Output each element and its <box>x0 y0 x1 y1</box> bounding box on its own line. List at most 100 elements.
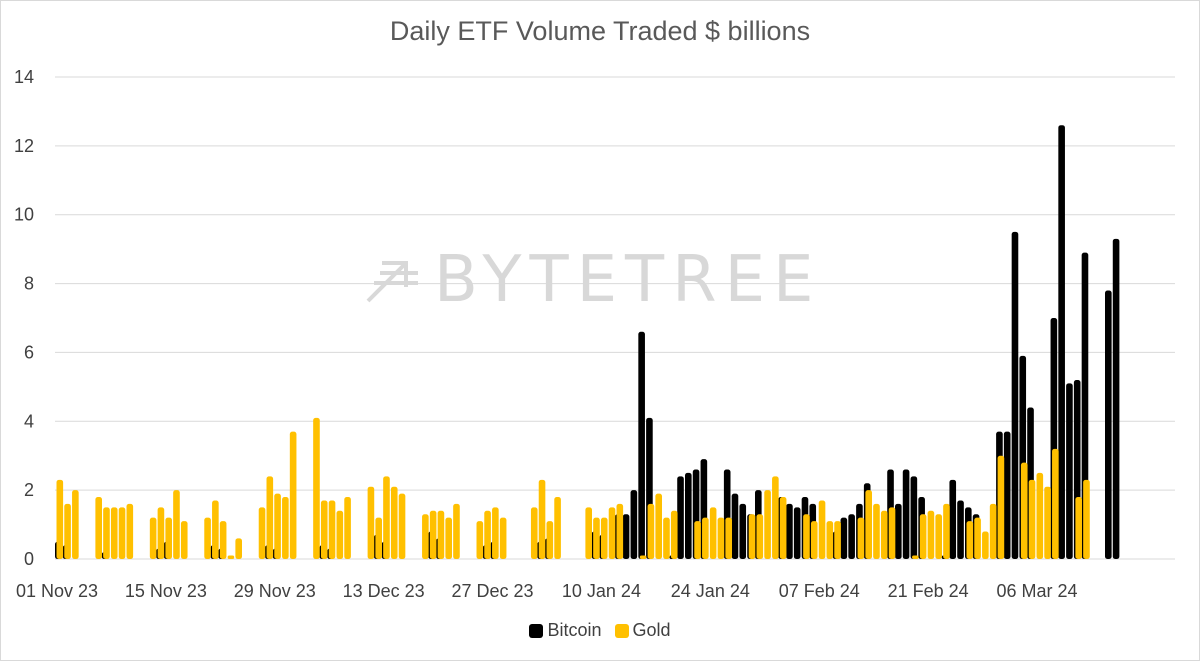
legend-item-gold: Gold <box>614 620 671 641</box>
bar-bitcoin <box>949 479 957 559</box>
bar-gold <box>880 510 888 559</box>
x-axis-ticks: 01 Nov 23 15 Nov 23 29 Nov 23 13 Dec 23 27 D… <box>16 581 1078 601</box>
bytetree-watermark: BYTETREE <box>366 243 821 317</box>
bar-gold <box>484 510 491 559</box>
bar-gold <box>258 507 266 559</box>
bar-gold <box>616 503 624 559</box>
bar-bitcoin <box>786 503 793 559</box>
bar-gold <box>647 503 655 559</box>
bar-gold <box>974 517 981 559</box>
bar-gold <box>1052 448 1059 559</box>
bar-bitcoin <box>622 514 630 559</box>
bar-gold <box>235 538 242 559</box>
bar-gold <box>538 479 546 559</box>
bar-gold <box>126 503 134 559</box>
watermark-text: BYTETREE <box>434 243 822 317</box>
legend-swatch-bitcoin <box>529 623 544 638</box>
bar-gold <box>320 500 328 559</box>
chart-title: Daily ETF Volume Traded $ billions <box>389 16 811 46</box>
y-tick-label: 12 <box>14 136 34 156</box>
y-tick-label: 2 <box>24 480 34 500</box>
bar-gold <box>429 510 437 559</box>
bar-gold <box>639 555 647 559</box>
bar-gold <box>834 521 841 559</box>
y-tick-label: 6 <box>24 342 34 362</box>
bar-gold <box>943 503 950 559</box>
x-tick-label: 24 Jan 24 <box>671 581 750 601</box>
bar-bitcoin <box>1066 383 1073 559</box>
bar-gold <box>336 510 344 559</box>
bar-gold <box>966 521 974 559</box>
bar-gold <box>1075 497 1082 559</box>
bar-gold <box>873 503 880 559</box>
bar-gold <box>274 493 281 559</box>
bar-bitcoin <box>630 490 638 559</box>
bar-gold <box>289 431 297 559</box>
bar-gold <box>997 455 1005 559</box>
bar-gold <box>282 497 289 559</box>
bar-gold <box>803 514 810 559</box>
series-gold <box>56 417 1090 559</box>
bar-gold <box>756 514 764 559</box>
x-tick-label: 27 Dec 23 <box>452 581 534 601</box>
bar-gold <box>437 510 445 559</box>
bar-bitcoin <box>793 507 801 559</box>
x-tick-label: 29 Nov 23 <box>234 581 316 601</box>
bar-bitcoin <box>1105 290 1112 559</box>
bar-gold <box>764 490 771 559</box>
bar-gold <box>1044 486 1051 559</box>
legend-label-bitcoin: Bitcoin <box>547 620 602 640</box>
bar-gold <box>56 479 64 559</box>
bar-gold <box>103 507 110 559</box>
bar-gold <box>328 500 336 559</box>
bar-gold <box>180 521 188 559</box>
bar-bitcoin <box>1058 125 1065 559</box>
bar-gold <box>165 517 172 559</box>
bar-gold <box>772 476 779 559</box>
bar-gold <box>608 507 616 559</box>
bar-bitcoin <box>902 469 910 559</box>
bar-gold <box>367 486 375 559</box>
bar-bitcoin <box>1003 431 1011 559</box>
bar-gold <box>157 507 165 559</box>
y-tick-label: 8 <box>24 274 34 294</box>
x-tick-label: 01 Nov 23 <box>16 581 98 601</box>
bar-gold <box>149 517 157 559</box>
bar-gold <box>865 490 872 559</box>
bar-gold <box>670 510 678 559</box>
x-tick-label: 15 Nov 23 <box>125 581 207 601</box>
bar-bitcoin <box>840 517 848 559</box>
bar-gold <box>1036 472 1044 559</box>
bar-bitcoin <box>1112 238 1120 560</box>
bar-gold <box>585 507 592 559</box>
bar-gold <box>982 531 989 559</box>
x-tick-label: 13 Dec 23 <box>343 581 425 601</box>
bar-gold <box>554 497 561 559</box>
bar-gold <box>663 517 670 559</box>
bar-gold <box>1028 479 1036 559</box>
legend-swatch-gold <box>614 623 629 638</box>
bar-gold <box>709 507 717 559</box>
bar-gold <box>227 555 235 559</box>
arrow-logo-icon <box>366 261 418 303</box>
bar-gold <box>927 510 935 559</box>
bar-gold <box>725 517 732 559</box>
legend: Bitcoin Gold <box>0 620 1200 643</box>
bar-gold <box>810 521 818 559</box>
bar-gold <box>219 521 227 559</box>
y-axis-ticks: 0 2 4 6 8 10 12 14 <box>14 67 34 569</box>
bar-gold <box>888 507 896 559</box>
y-tick-label: 10 <box>14 205 34 225</box>
x-tick-label: 07 Feb 24 <box>779 581 860 601</box>
legend-item-bitcoin: Bitcoin <box>529 620 601 641</box>
bar-gold <box>313 417 320 559</box>
bar-gold <box>818 500 826 559</box>
x-tick-label: 10 Jan 24 <box>562 581 641 601</box>
bar-gold <box>1083 479 1090 559</box>
bar-gold <box>453 503 460 559</box>
bar-bitcoin <box>731 493 739 559</box>
bar-gold <box>390 486 398 559</box>
bar-gold <box>398 493 406 559</box>
bar-bitcoin <box>895 503 902 559</box>
